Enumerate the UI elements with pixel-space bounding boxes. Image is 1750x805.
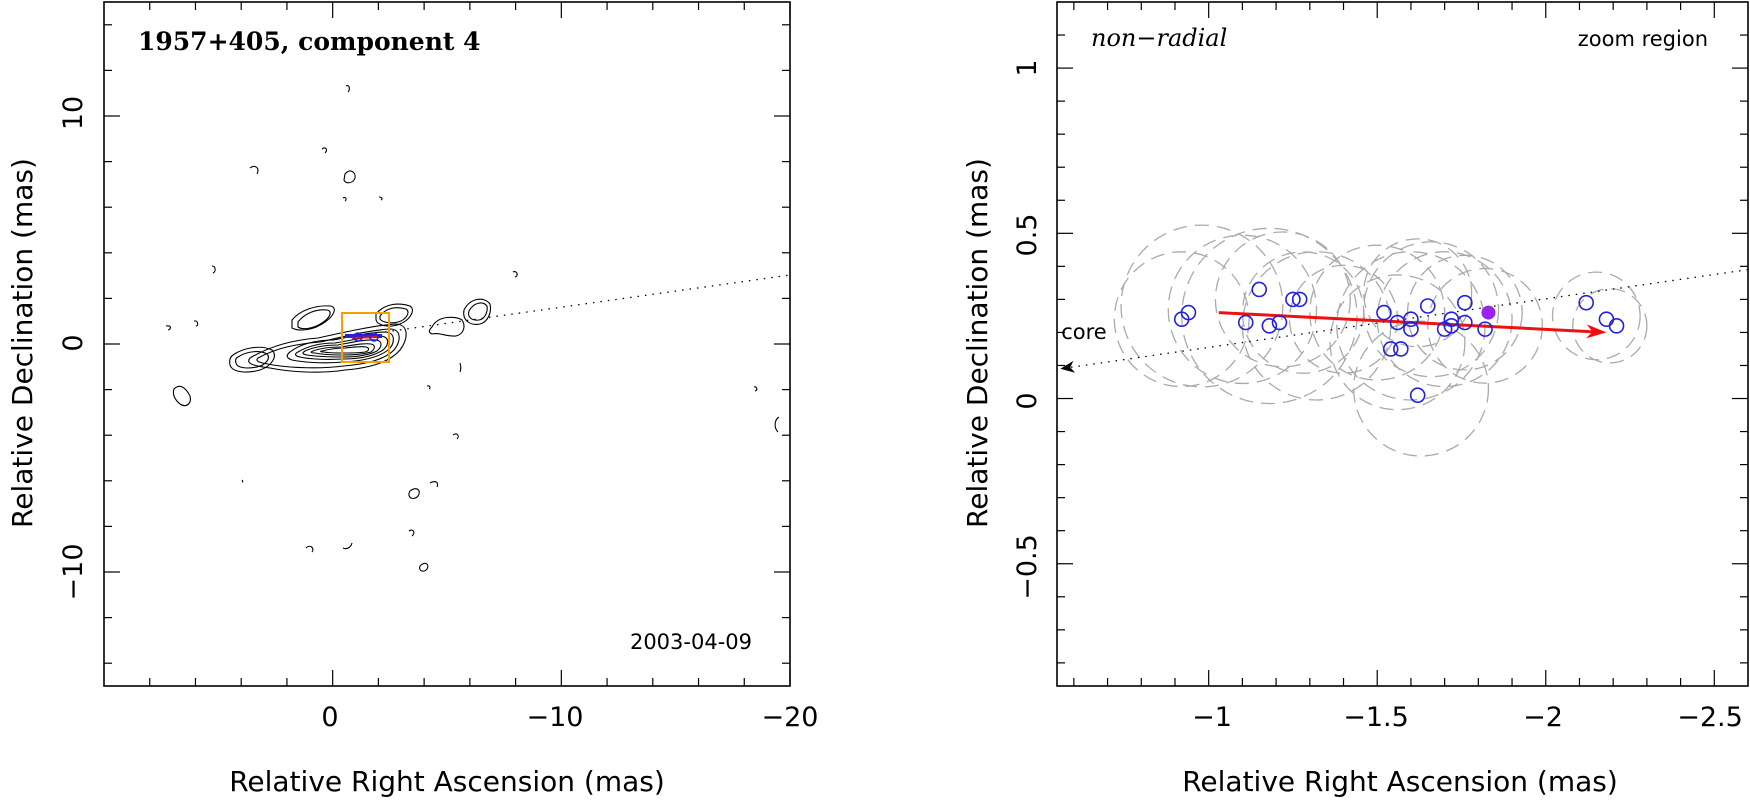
component-position-marker <box>1403 321 1419 337</box>
right-y-tick-label: 1 <box>1012 59 1043 76</box>
component-position-marker <box>1457 314 1473 331</box>
component-position-marker <box>1261 318 1278 334</box>
right-y-tick-labels: 1 0.5 0 −0.5 <box>1012 59 1043 599</box>
right-x-tick-labels: −1 −1.5 −2 −2.5 <box>1192 702 1743 733</box>
component-position-marker <box>1578 294 1595 311</box>
right-x-axis-label: Relative Right Ascension (mas) <box>1182 765 1618 798</box>
component-position-marker <box>1477 321 1493 337</box>
uncertainty-circle <box>1352 320 1490 457</box>
left-x-tick-label: −10 <box>527 702 584 733</box>
uncertainty-circle <box>1241 251 1365 374</box>
left-y-tick-label: −10 <box>58 544 89 601</box>
component-position-marker <box>1251 281 1268 298</box>
right-jet-axis-line <box>1060 269 1749 370</box>
uncertainty-circle <box>1363 238 1473 348</box>
reference-position-marker <box>1481 305 1496 320</box>
uncertainty-circle <box>1551 271 1641 361</box>
left-y-tick-label: 10 <box>58 96 89 130</box>
left-jet-axis-line <box>384 274 791 333</box>
uncertainty-circle <box>1572 288 1648 364</box>
uncertainty-circle <box>1363 241 1500 378</box>
component-position-marker <box>1403 311 1419 328</box>
left-y-tick-labels: 10 0 −10 <box>58 96 89 601</box>
right-axis-ticks <box>1057 2 1748 686</box>
right-x-tick-label: −1.5 <box>1343 702 1409 733</box>
uncertainty-circle <box>1120 224 1284 388</box>
component-position-marker <box>1457 294 1473 311</box>
uncertainty-circles <box>1113 224 1648 457</box>
component-position-marker <box>1419 298 1436 314</box>
component-position-marker <box>1180 304 1197 321</box>
uncertainty-circle <box>1309 244 1446 381</box>
component-position-marker <box>1598 311 1615 328</box>
component-position-marker <box>1409 387 1426 404</box>
right-panel: −1 −1.5 −2 −2.5 1 0.5 0 −0.5 Relative Ri… <box>961 1 1749 798</box>
component-position-marker <box>1608 318 1625 334</box>
left-plot-frame <box>103 1 791 687</box>
uncertainty-circle <box>1288 264 1399 374</box>
right-x-tick-label: −2 <box>1523 702 1563 733</box>
uncertainty-circle <box>1427 267 1544 384</box>
component-position-marker <box>1393 341 1409 357</box>
left-component-track <box>345 332 382 342</box>
core-arrowhead <box>1060 360 1076 373</box>
right-y-axis-label: Relative Declination (mas) <box>961 158 994 528</box>
observation-date: 2003-04-09 <box>630 630 752 654</box>
uncertainty-circle <box>1241 251 1392 401</box>
left-x-tick-labels: 0 −10 −20 <box>321 702 818 733</box>
left-panel: 0 −10 −20 10 0 −10 Relative Right Ascens… <box>6 1 818 798</box>
uncertainty-circle <box>1214 231 1351 368</box>
right-y-tick-label: −0.5 <box>1012 534 1043 600</box>
component-position-marker <box>1237 314 1254 331</box>
right-x-tick-label: −2.5 <box>1677 702 1743 733</box>
right-y-tick-label: 0.5 <box>1012 214 1043 257</box>
left-x-axis-label: Relative Right Ascension (mas) <box>229 765 665 798</box>
uncertainty-circle <box>1113 251 1250 388</box>
core-label: core <box>1061 320 1107 344</box>
right-plot-frame <box>1056 1 1749 687</box>
fit-arrowhead <box>1586 324 1607 339</box>
component-position-marker <box>1382 341 1399 357</box>
component-positions <box>1173 281 1625 404</box>
right-x-tick-label: −1 <box>1192 702 1232 733</box>
left-panel-title: 1957+405, component 4 <box>138 27 481 56</box>
uncertainty-circle <box>1329 274 1466 411</box>
right-panel-title: non−radial <box>1091 24 1227 52</box>
left-x-tick-label: 0 <box>321 702 338 733</box>
uncertainty-circle <box>1167 234 1318 385</box>
right-y-tick-label: 0 <box>1012 392 1043 409</box>
left-y-tick-label: 0 <box>58 334 89 351</box>
radio-map-contours <box>165 85 780 572</box>
core-direction-arrowhead <box>1060 360 1076 373</box>
component-position-marker <box>1271 314 1288 331</box>
component-position-marker <box>1285 291 1301 308</box>
component-position-marker <box>1291 291 1308 308</box>
zoom-region-box <box>341 312 390 363</box>
component-position-marker <box>1376 304 1392 321</box>
left-axis-ticks <box>104 2 791 686</box>
left-y-axis-label: Relative Declination (mas) <box>6 158 39 528</box>
zoom-region-note: zoom region <box>1578 27 1708 51</box>
left-x-tick-label: −20 <box>762 702 819 733</box>
